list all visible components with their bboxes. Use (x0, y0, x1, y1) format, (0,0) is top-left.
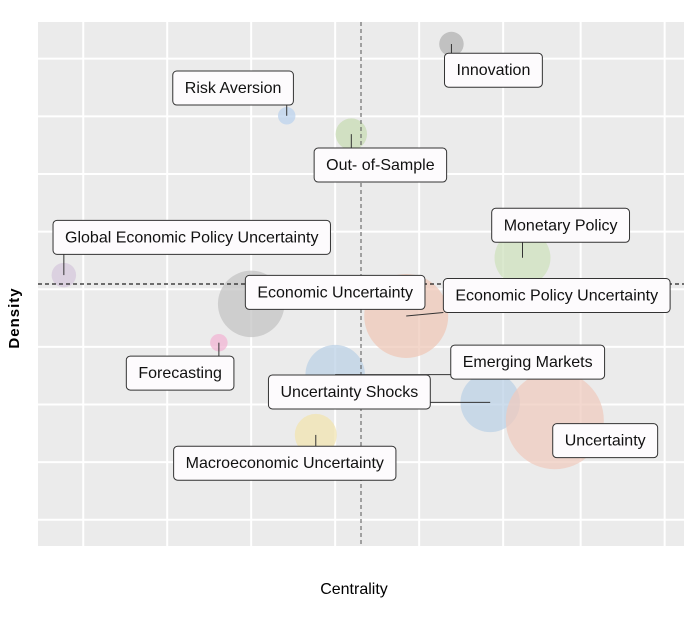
term-label-text: Monetary Policy (504, 217, 618, 234)
term-label-text: Emerging Markets (463, 354, 593, 371)
term-label-9: Uncertainty Shocks (267, 374, 431, 410)
term-label-box (52, 219, 331, 255)
term-label-text: Forecasting (138, 365, 222, 382)
term-label-box (491, 207, 631, 243)
term-label-text: Risk Aversion (185, 80, 282, 97)
term-label-7: Forecasting (125, 355, 235, 391)
term-label-text: Economic Policy Uncertainty (455, 288, 658, 305)
term-label-text: Global Economic Policy Uncertainty (65, 229, 318, 246)
term-label-box (267, 374, 431, 410)
term-label-box (313, 147, 448, 183)
term-label-5: Economic Uncertainty (244, 274, 426, 310)
term-label-text: Out- of-Sample (326, 157, 435, 174)
term-label-box (244, 274, 426, 310)
term-label-box (552, 423, 659, 459)
term-label-text: Macroeconomic Uncertainty (186, 455, 384, 472)
term-label-box (444, 52, 543, 88)
term-labels: Innovation Risk Aversion Out- of-Sample Mon… (52, 52, 671, 481)
term-label-box (173, 445, 397, 481)
term-label-box (125, 355, 235, 391)
term-label-8: Emerging Markets (450, 344, 606, 380)
term-label-box (172, 70, 294, 106)
term-label-3: Monetary Policy (491, 207, 631, 243)
term-label-text: Uncertainty Shocks (280, 384, 418, 401)
term-label-0: Innovation (444, 52, 543, 88)
term-label-box (442, 278, 671, 314)
term-label-2: Out- of-Sample (313, 147, 448, 183)
term-label-11: Uncertainty (552, 423, 659, 459)
leader-line-6 (406, 312, 444, 317)
term-label-text: Economic Uncertainty (257, 284, 413, 301)
term-label-1: Risk Aversion (172, 70, 294, 106)
term-label-text: Uncertainty (565, 433, 646, 450)
term-label-4: Global Economic Policy Uncertainty (52, 219, 331, 255)
y-axis-label: Density (6, 287, 23, 348)
term-label-box (450, 344, 606, 380)
term-label-10: Macroeconomic Uncertainty (173, 445, 397, 481)
x-axis-label: Centrality (320, 581, 388, 598)
term-label-6: Economic Policy Uncertainty (442, 278, 671, 314)
term-label-text: Innovation (457, 62, 531, 79)
